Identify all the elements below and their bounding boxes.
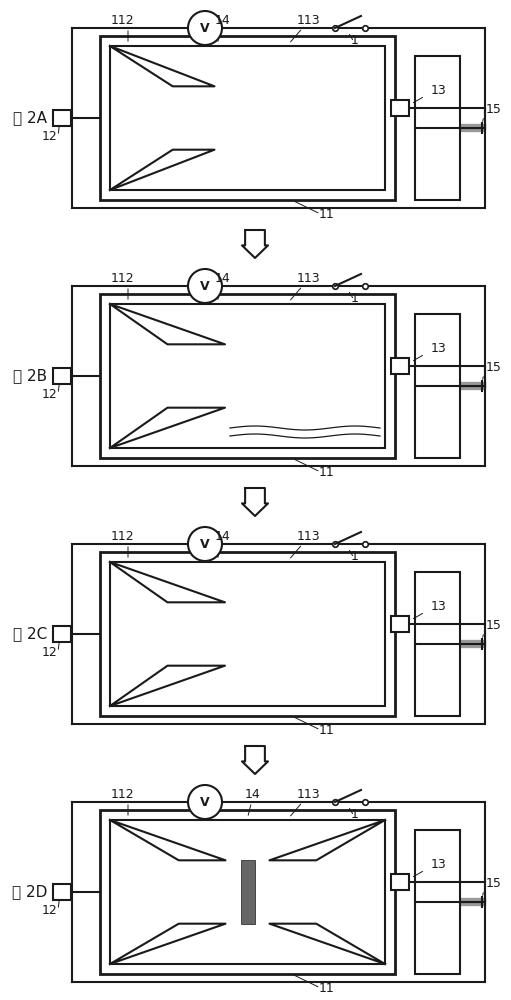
Circle shape <box>188 11 222 45</box>
Bar <box>225 562 385 706</box>
Bar <box>391 874 409 890</box>
Text: 14: 14 <box>215 14 230 27</box>
Text: 113: 113 <box>296 530 320 543</box>
Text: 14: 14 <box>245 788 261 801</box>
Text: 11: 11 <box>319 208 334 221</box>
Text: V: V <box>200 21 210 34</box>
Polygon shape <box>242 488 268 516</box>
Polygon shape <box>110 562 225 602</box>
Text: 15: 15 <box>486 103 502 116</box>
Text: V: V <box>200 279 210 292</box>
Polygon shape <box>269 820 385 860</box>
Text: 12: 12 <box>42 904 58 917</box>
Polygon shape <box>110 46 215 86</box>
Text: 1: 1 <box>351 808 359 821</box>
Text: V: V <box>200 796 210 808</box>
Polygon shape <box>242 230 268 258</box>
Text: 15: 15 <box>486 361 502 374</box>
Text: 14: 14 <box>215 530 230 543</box>
Text: 1: 1 <box>351 550 359 563</box>
Text: 13: 13 <box>431 858 447 871</box>
Bar <box>415 314 460 458</box>
Bar <box>53 110 71 126</box>
Bar <box>53 884 71 900</box>
Bar <box>215 46 385 190</box>
Circle shape <box>188 269 222 303</box>
Polygon shape <box>110 666 225 706</box>
Bar <box>110 562 385 706</box>
Circle shape <box>188 785 222 819</box>
Bar <box>241 860 254 924</box>
Text: 11: 11 <box>319 466 334 479</box>
Text: 112: 112 <box>110 14 134 27</box>
Polygon shape <box>242 746 268 774</box>
Polygon shape <box>168 562 385 706</box>
Text: 11: 11 <box>319 982 334 995</box>
Text: 图 2B: 图 2B <box>13 368 47 383</box>
Bar <box>391 100 409 116</box>
Bar <box>110 46 385 190</box>
Bar <box>415 830 460 974</box>
Bar <box>110 820 385 964</box>
Bar <box>53 368 71 384</box>
Text: 12: 12 <box>42 130 58 143</box>
Text: 15: 15 <box>486 877 502 890</box>
Text: 113: 113 <box>296 272 320 285</box>
Text: 13: 13 <box>431 342 447 355</box>
Text: V: V <box>200 538 210 550</box>
Text: 1: 1 <box>351 292 359 305</box>
Text: 112: 112 <box>110 788 134 801</box>
Text: 113: 113 <box>296 788 320 801</box>
Bar <box>173 86 215 150</box>
Text: 113: 113 <box>296 14 320 27</box>
Text: 13: 13 <box>431 600 447 613</box>
Bar <box>415 56 460 200</box>
Text: 图 2D: 图 2D <box>12 884 48 900</box>
Text: 12: 12 <box>42 646 58 659</box>
Polygon shape <box>110 408 225 448</box>
Text: 图 2A: 图 2A <box>13 110 47 125</box>
Bar <box>100 810 395 974</box>
Polygon shape <box>110 304 225 344</box>
Bar <box>391 358 409 374</box>
Text: 11: 11 <box>319 724 334 737</box>
Bar <box>110 304 385 448</box>
Bar <box>100 36 395 200</box>
Text: 图 2C: 图 2C <box>13 626 47 642</box>
Bar <box>100 294 395 458</box>
Text: 12: 12 <box>42 388 58 401</box>
Bar <box>391 616 409 632</box>
Polygon shape <box>168 304 385 448</box>
Bar <box>415 572 460 716</box>
Bar <box>53 626 71 642</box>
Text: 14: 14 <box>215 272 230 285</box>
Circle shape <box>188 527 222 561</box>
Text: 13: 13 <box>431 84 447 97</box>
Text: 112: 112 <box>110 272 134 285</box>
Text: 15: 15 <box>486 619 502 632</box>
Text: 1: 1 <box>351 34 359 47</box>
Polygon shape <box>110 820 225 860</box>
Bar <box>100 552 395 716</box>
Polygon shape <box>269 924 385 964</box>
Polygon shape <box>110 150 215 190</box>
Polygon shape <box>110 924 225 964</box>
Bar <box>225 304 385 448</box>
Text: 112: 112 <box>110 530 134 543</box>
